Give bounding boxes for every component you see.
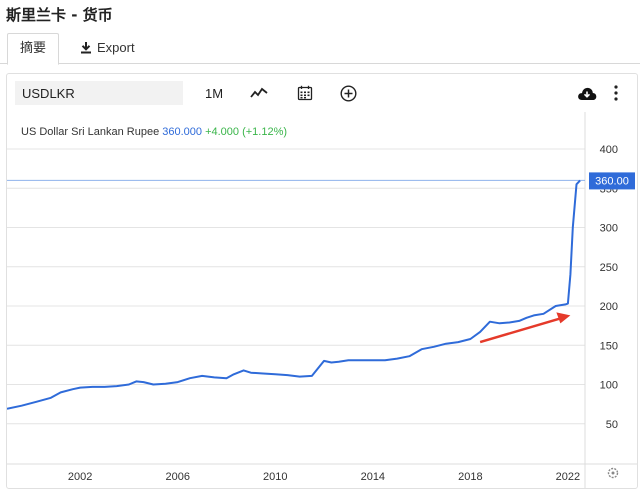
x-tick-label: 2002	[68, 471, 92, 483]
series-line	[7, 179, 581, 410]
x-tick-label: 2014	[361, 471, 385, 483]
annotation-arrow	[479, 317, 561, 344]
calendar-icon[interactable]	[295, 81, 315, 105]
chart-panel: 5010015020025030035040020022006201020142…	[6, 73, 638, 489]
tab-bar: 摘要 Export	[0, 31, 640, 65]
x-tick-label: 2022	[556, 471, 580, 483]
x-tick-label: 2010	[263, 471, 287, 483]
tab-export-label: Export	[97, 40, 135, 55]
legend-series-name: US Dollar Sri Lankan Rupee	[21, 126, 160, 138]
settings-icon-center	[611, 471, 615, 475]
y-tick-label: 100	[600, 380, 618, 392]
y-tick-label: 250	[600, 262, 618, 274]
more-vertical-icon[interactable]	[610, 81, 622, 105]
x-tick-label: 2018	[458, 471, 482, 483]
legend-value: 360.000	[162, 126, 203, 138]
legend-change: +4.000	[205, 126, 240, 138]
add-circle-icon[interactable]	[338, 81, 358, 105]
cloud-download-icon[interactable]	[576, 81, 598, 105]
y-tick-label: 150	[600, 340, 618, 352]
line-chart-icon[interactable]	[247, 81, 271, 105]
last-price-tag	[589, 172, 635, 190]
chart-toolbar: 1M	[7, 74, 637, 112]
annotation-arrow-head	[556, 312, 571, 324]
range-selector[interactable]: 1M	[204, 85, 224, 101]
price-chart[interactable]: 5010015020025030035040020022006201020142…	[7, 74, 637, 488]
download-icon	[81, 42, 91, 54]
y-tick-label: 50	[606, 419, 618, 431]
y-tick-label: 400	[600, 144, 618, 156]
y-tick-label: 200	[600, 301, 618, 313]
tab-summary[interactable]: 摘要	[7, 33, 60, 65]
tab-export[interactable]: Export	[68, 31, 147, 64]
chart-legend: US Dollar Sri Lankan Rupee 360.000 +4.00…	[21, 126, 287, 138]
last-price-label: 360.00	[595, 175, 629, 187]
x-tick-label: 2006	[165, 471, 189, 483]
legend-change-pct: (+1.12%)	[242, 126, 288, 138]
y-tick-label: 300	[600, 223, 618, 235]
settings-icon	[607, 467, 619, 479]
symbol-input[interactable]	[15, 81, 183, 105]
page-title: 斯里兰卡 - 货币	[6, 6, 113, 24]
